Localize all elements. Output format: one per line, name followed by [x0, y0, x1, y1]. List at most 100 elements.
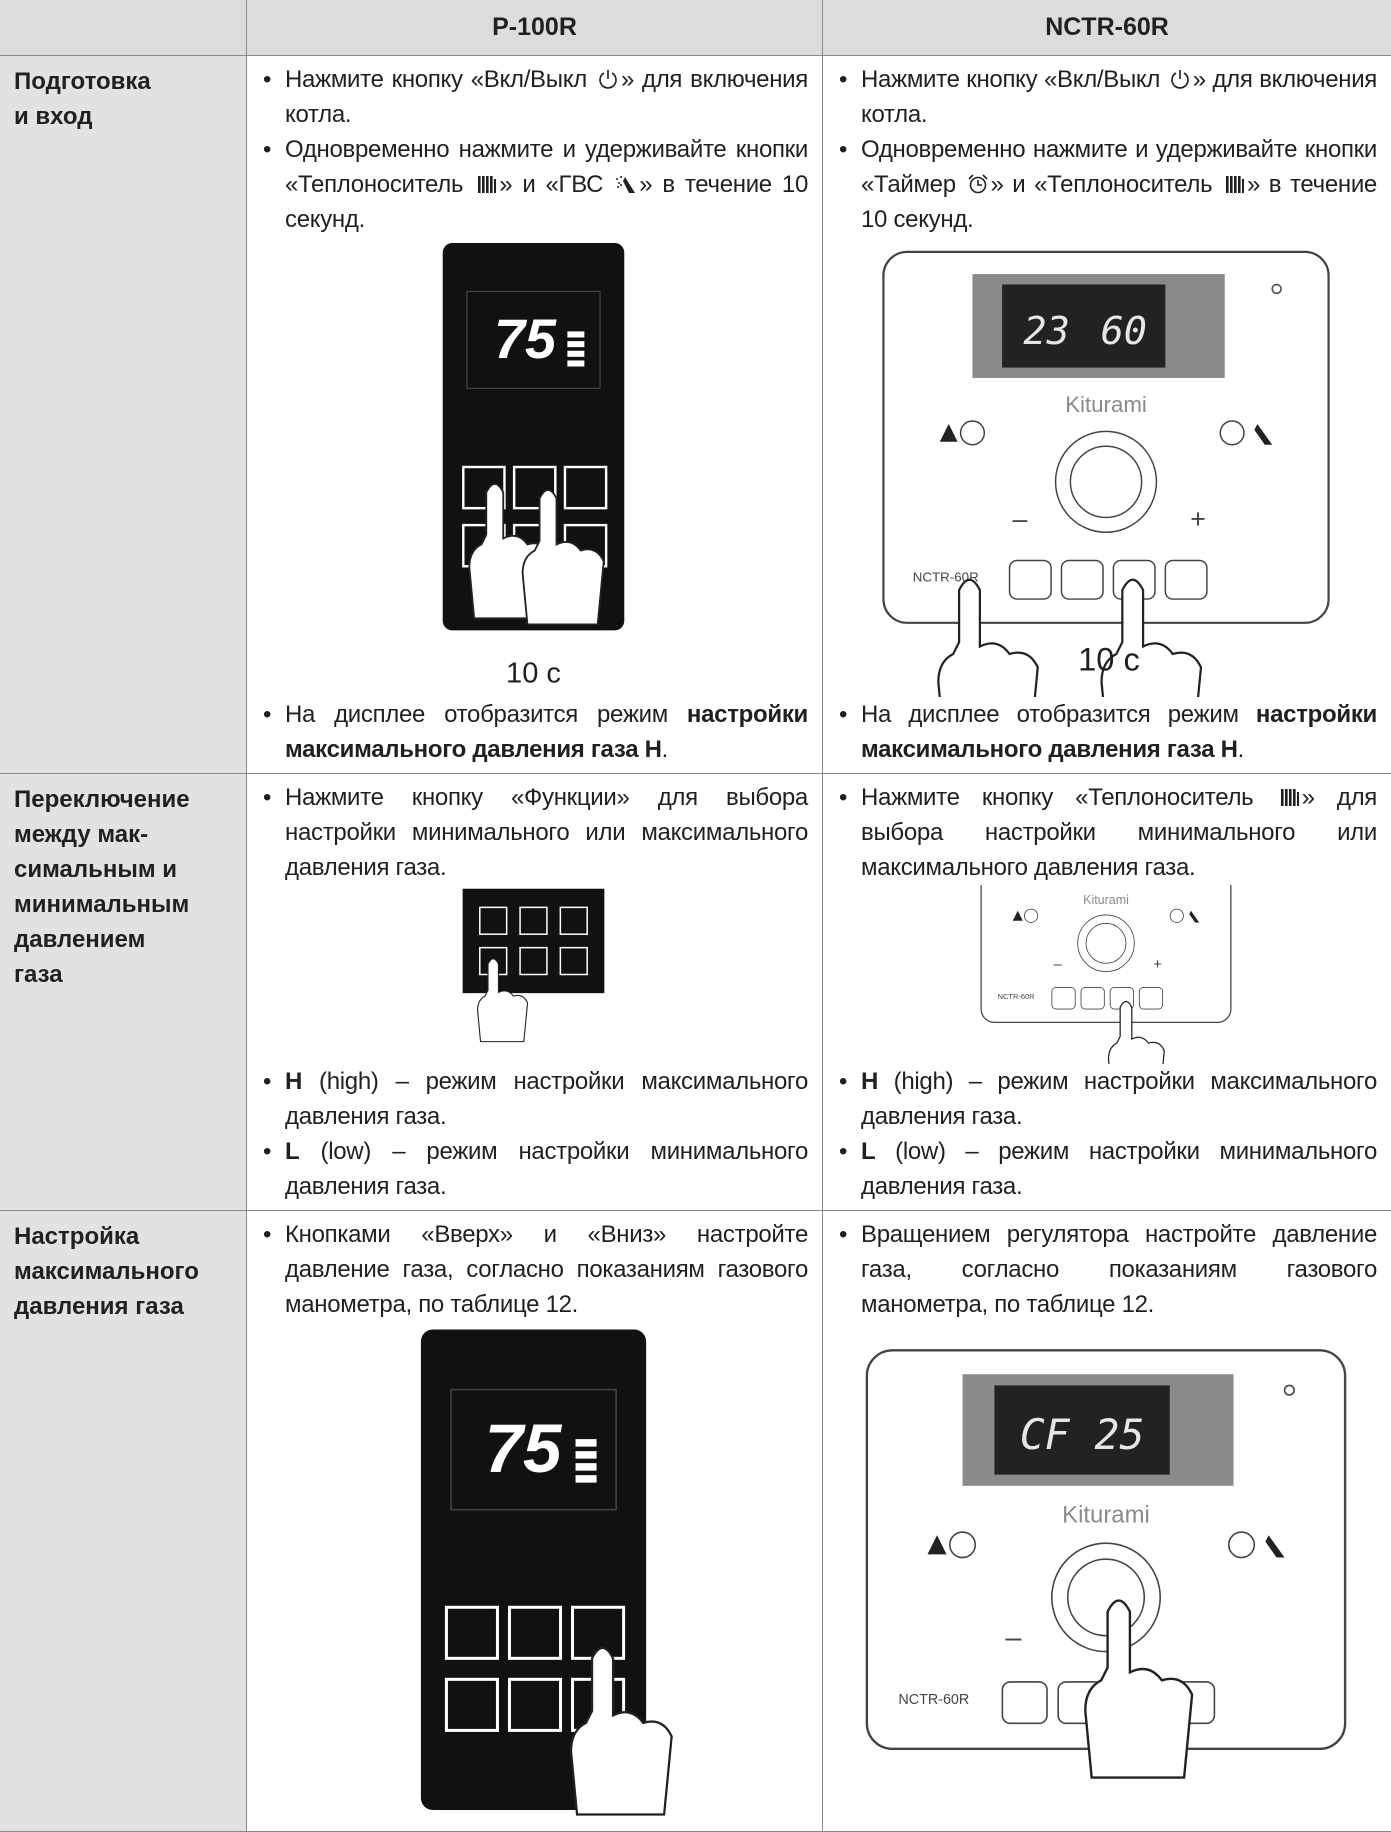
indicator [1023, 908, 1039, 923]
fin [1226, 176, 1229, 193]
display-value: 75 [494, 308, 557, 370]
key [1138, 986, 1164, 1010]
bullet-item: На дисплее отобразится режим настройки м… [835, 697, 1377, 767]
label-line: газа [14, 961, 63, 988]
knob [1085, 922, 1127, 964]
text: Кнопками «Вверх» и «Вниз» настройте давл… [285, 1221, 808, 1318]
fin [1230, 176, 1233, 193]
figure: CF 25 Kiturami – NCTR-60R [835, 1322, 1377, 1825]
corner-cell [0, 0, 247, 56]
brand: Kiturami [1062, 1501, 1150, 1528]
label-line: Переключение [14, 786, 190, 813]
fin [1238, 176, 1241, 193]
home-icon [927, 1535, 947, 1555]
fin [1242, 179, 1245, 193]
fin [482, 176, 485, 193]
level [567, 341, 585, 348]
device-illustration: 75 [420, 1329, 673, 1816]
text: Нажмите кнопку «Функции» для выбора наст… [285, 784, 808, 881]
bullet-list: Кнопками «Вверх» и «Вниз» настройте давл… [259, 1217, 808, 1322]
level [575, 1451, 597, 1459]
bullet-item: L (low) – режим настройки минимального д… [259, 1134, 808, 1204]
bullet-list: Вращением регулятора настройте давление … [835, 1217, 1377, 1322]
device-illustration [462, 888, 605, 1043]
text: Одновременно нажмите и удерживайте кнопк… [861, 136, 1377, 198]
fin [1280, 789, 1284, 806]
label-line: между мак- [14, 821, 149, 848]
text: Нажмите кнопку «Теплоноситель [861, 784, 1276, 811]
key [1001, 1681, 1048, 1725]
text: Вращением регулятора настройте давление … [861, 1221, 1377, 1318]
key [559, 906, 588, 935]
indicator [1219, 420, 1245, 446]
bullet-item: Одновременно нажмите и удерживайте кнопк… [835, 132, 1377, 237]
key [519, 946, 548, 976]
figure: 75 10 с [259, 237, 808, 697]
level [567, 331, 585, 338]
drop [617, 186, 620, 188]
knob-mark: + [1190, 504, 1206, 534]
instruction-cell: Кнопками «Вверх» и «Вниз» настройте давл… [247, 1211, 823, 1832]
emphasis: H [285, 1068, 303, 1095]
knob [1069, 445, 1143, 519]
head [623, 177, 636, 193]
power-icon [1171, 70, 1189, 89]
key [512, 465, 557, 510]
text: На дисплее отобразится режим [861, 701, 1256, 728]
fin [1292, 789, 1296, 806]
device-illustration: CF 25 Kiturami – NCTR-60R [865, 1349, 1347, 1779]
text: » для выбора настройки минимального или … [861, 784, 1377, 881]
key [563, 465, 608, 510]
text: (high) – режим настройки максимального д… [861, 1068, 1377, 1130]
key [1008, 559, 1052, 600]
bullet-list: Нажмите кнопку «Функции» для выбора наст… [259, 780, 808, 885]
key [1060, 559, 1104, 600]
radiator-icon [1280, 789, 1299, 806]
bullet-item: На дисплее отобразится режим настройки м… [259, 697, 808, 767]
text: На дисплее отобразится режим [285, 701, 687, 728]
device-illustration: Kiturami – + NCTR-60R [980, 885, 1232, 1064]
key [1051, 986, 1076, 1010]
caption: 10 с [1078, 640, 1140, 677]
text: Нажмите кнопку «Вкл/Выкл [861, 66, 1167, 93]
figure [259, 885, 808, 1064]
shower-icon [1189, 910, 1200, 923]
key [444, 1677, 499, 1732]
bullet-list: На дисплее отобразится режим настройки м… [259, 697, 808, 767]
figure: 75 [259, 1322, 808, 1825]
bullet-list: H (high) – режим настройки максимального… [259, 1064, 808, 1204]
home-icon [1012, 910, 1023, 921]
radiator-icon [1226, 176, 1245, 193]
hand [937, 578, 1039, 697]
fin [486, 176, 489, 193]
label-line: давления газа [14, 1293, 184, 1320]
bullet-item: Кнопками «Вверх» и «Вниз» настройте давл… [259, 1217, 808, 1322]
fin [490, 176, 493, 193]
text: Нажмите кнопку «Вкл/Выкл [285, 66, 595, 93]
indicator [959, 420, 986, 446]
bullet-item: Нажмите кнопку «Функции» для выбора наст… [259, 780, 808, 885]
hand [521, 489, 605, 626]
text: » для включения котла. [861, 66, 1377, 128]
knob-mark: + [1153, 956, 1162, 973]
arc [1171, 72, 1189, 89]
indicator [1169, 908, 1184, 923]
home-icon [939, 423, 958, 442]
row-label: Настройка максимального давления газа [0, 1211, 247, 1832]
text: (low) – режим настройки минимального дав… [285, 1138, 808, 1200]
knob-mark: – [1054, 956, 1063, 973]
display [994, 1385, 1170, 1475]
bullet-item: H (high) – режим настройки максимального… [835, 1064, 1377, 1134]
caption: 10 с [506, 657, 561, 689]
panel [462, 888, 605, 994]
hand [1100, 578, 1203, 697]
key [1164, 559, 1208, 600]
bullet-list: Нажмите кнопку «Вкл/Выкл » для включения… [835, 62, 1377, 237]
column-header: NCTR-60R [823, 0, 1391, 56]
level [575, 1439, 597, 1447]
key [507, 1605, 563, 1660]
display [450, 1388, 617, 1511]
display-value: 60 [1101, 309, 1147, 354]
text: Одновременно нажмите и удерживайте кнопк… [285, 136, 808, 198]
